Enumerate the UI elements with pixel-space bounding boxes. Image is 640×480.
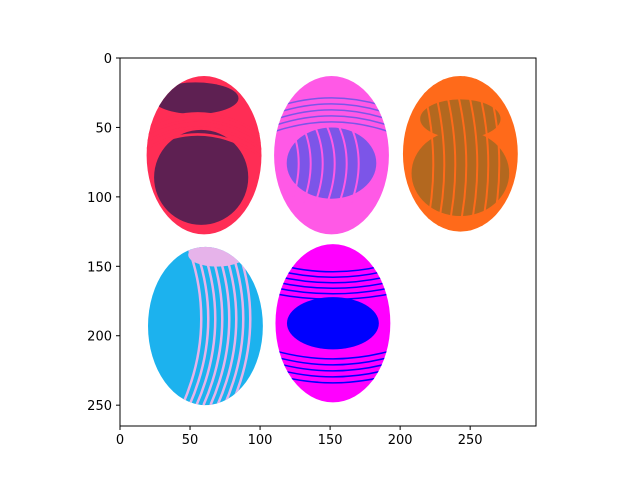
pattern-stripe (181, 246, 203, 406)
pattern-stripe (146, 119, 262, 144)
pattern-stripe (452, 76, 468, 232)
pattern-stripe (146, 133, 262, 158)
y-tick-label: 250 (87, 399, 112, 414)
y-tick-label: 50 (95, 121, 112, 136)
egg-blue (148, 246, 263, 406)
pattern-stripe (441, 76, 457, 232)
egg-pink-pattern (274, 97, 389, 204)
pattern-stripe (274, 109, 389, 121)
pattern-stripe (275, 356, 391, 366)
pattern-stripe (274, 103, 389, 115)
pattern-stripe (146, 112, 262, 137)
pattern-stripe (274, 115, 389, 127)
pattern-shape (188, 246, 246, 267)
pattern-stripe (146, 126, 262, 151)
y-tick-label: 150 (87, 260, 112, 275)
pattern-shape (152, 82, 239, 115)
pattern-stripe (430, 76, 446, 232)
pattern-stripe (332, 115, 348, 204)
pattern-stripe (344, 115, 360, 204)
egg-orange (402, 76, 518, 232)
y-tick-label: 200 (87, 330, 112, 345)
pattern-stripe (275, 293, 391, 300)
x-tick-label: 50 (182, 433, 199, 448)
pattern-shape (286, 297, 379, 350)
pattern-shape (420, 99, 501, 139)
pattern-stripe (275, 362, 391, 372)
egg-red (146, 76, 262, 235)
pattern-stripe (223, 246, 245, 406)
x-tick-label: 250 (458, 433, 483, 448)
x-axis: 0 50 100 150 200 250 (116, 426, 483, 448)
y-tick-label: 100 (87, 191, 112, 206)
pattern-stripe (275, 281, 391, 289)
pattern-stripe (275, 287, 391, 295)
egg-red-pattern (146, 82, 262, 225)
eggs-layer (146, 76, 518, 406)
pattern-stripe (274, 121, 389, 133)
pattern-stripe (463, 76, 479, 232)
x-tick-label: 100 (248, 433, 273, 448)
y-tick-label: 0 (104, 52, 112, 67)
egg-orange-pattern (411, 76, 510, 232)
pattern-stripe (296, 115, 312, 204)
pattern-stripe (275, 350, 391, 360)
pattern-stripe (284, 115, 300, 204)
pattern-stripe (308, 115, 324, 204)
pattern-shape (154, 129, 249, 225)
x-tick-label: 0 (116, 433, 124, 448)
pattern-stripe (419, 76, 435, 232)
y-axis: 0 50 100 150 200 250 (87, 52, 120, 414)
pattern-stripe (275, 368, 391, 378)
pattern-stripe (275, 275, 391, 284)
axes-frame (119, 57, 537, 427)
egg-pink (274, 76, 389, 235)
pattern-stripe (485, 76, 501, 232)
pattern-stripe (320, 115, 336, 204)
pattern-stripe (474, 76, 490, 232)
x-tick-label: 150 (318, 433, 343, 448)
pattern-shape (411, 130, 510, 217)
egg-magenta (275, 244, 391, 403)
pattern-stripe (188, 246, 210, 406)
x-tick-label: 200 (388, 433, 413, 448)
